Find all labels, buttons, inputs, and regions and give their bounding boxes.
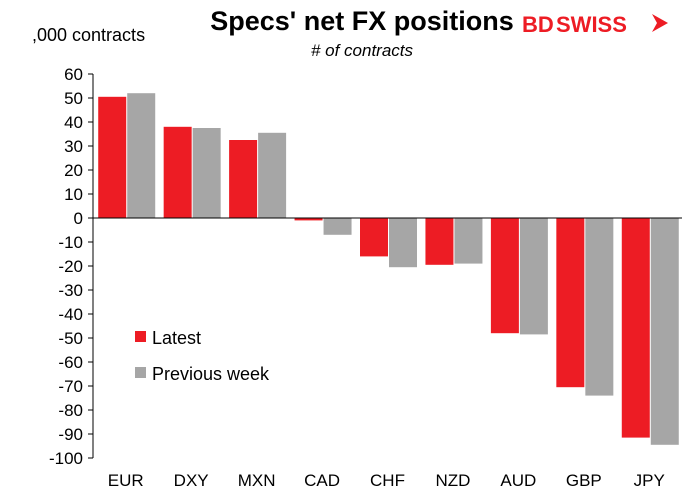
bar-latest-jpy — [621, 218, 650, 438]
y-tick-label: 40 — [64, 113, 83, 132]
bar-latest-gbp — [556, 218, 585, 388]
bar-latest-mxn — [229, 140, 258, 218]
bar-previous-week-chf — [389, 218, 417, 268]
category-label-gbp: GBP — [566, 471, 602, 490]
category-label-chf: CHF — [370, 471, 405, 490]
y-tick-label: 60 — [64, 65, 83, 84]
y-tick-label: -20 — [58, 257, 83, 276]
bar-latest-cad — [294, 218, 323, 221]
logo-arrow-icon — [652, 14, 668, 32]
y-tick-label: -80 — [58, 401, 83, 420]
category-label-mxn: MXN — [238, 471, 276, 490]
y-tick-label: 30 — [64, 137, 83, 156]
bar-previous-week-eur — [127, 93, 156, 218]
y-tick-label: 10 — [64, 185, 83, 204]
bar-previous-week-jpy — [650, 218, 679, 445]
bar-previous-week-cad — [323, 218, 352, 235]
y-tick-label: 0 — [74, 209, 83, 228]
category-label-aud: AUD — [500, 471, 536, 490]
logo-text-swiss: SWISS — [556, 12, 627, 37]
y-tick-label: -90 — [58, 425, 83, 444]
brand-logo: BD SWISS — [522, 12, 668, 37]
bar-previous-week-aud — [519, 218, 548, 335]
y-tick-label: 20 — [64, 161, 83, 180]
y-axis-ticks: 60 50 40 30 20 10 0 -10 -20 -30 -40 -50 -60 -70 -80 -90… — [49, 65, 93, 468]
bar-previous-week-nzd — [454, 218, 483, 264]
bar-latest-chf — [360, 218, 388, 257]
category-labels: EUR DXY MXN CAD CHF NZD AUD GBP JPY — [108, 471, 665, 490]
logo-text-bd: BD — [522, 12, 554, 37]
y-tick-label: -30 — [58, 281, 83, 300]
category-label-eur: EUR — [108, 471, 144, 490]
bar-latest-dxy — [163, 126, 192, 218]
y-tick-label: -10 — [58, 233, 83, 252]
bar-latest-aud — [490, 218, 519, 334]
chart-title: Specs' net FX positions — [210, 6, 513, 36]
category-label-cad: CAD — [304, 471, 340, 490]
y-tick-label: -40 — [58, 305, 83, 324]
y-tick-label: 50 — [64, 89, 83, 108]
y-tick-label: -100 — [49, 449, 83, 468]
legend-label-previous-week: Previous week — [152, 364, 270, 384]
y-tick-label: -60 — [58, 353, 83, 372]
legend-label-latest: Latest — [152, 328, 201, 348]
bar-previous-week-mxn — [258, 132, 287, 218]
legend: Latest Previous week — [135, 328, 270, 384]
y-axis-unit-label: ,000 contracts — [32, 25, 145, 45]
bars — [98, 93, 679, 445]
y-tick-label: -50 — [58, 329, 83, 348]
legend-swatch-latest — [135, 331, 146, 342]
category-label-nzd: NZD — [435, 471, 470, 490]
y-tick-label: -70 — [58, 377, 83, 396]
bar-latest-nzd — [425, 218, 454, 265]
category-label-dxy: DXY — [174, 471, 209, 490]
chart-subtitle: # of contracts — [311, 41, 414, 60]
bar-previous-week-dxy — [192, 128, 221, 218]
category-label-jpy: JPY — [634, 471, 665, 490]
bar-previous-week-gbp — [585, 218, 614, 396]
legend-swatch-previous-week — [135, 367, 146, 378]
bar-latest-eur — [98, 96, 127, 218]
